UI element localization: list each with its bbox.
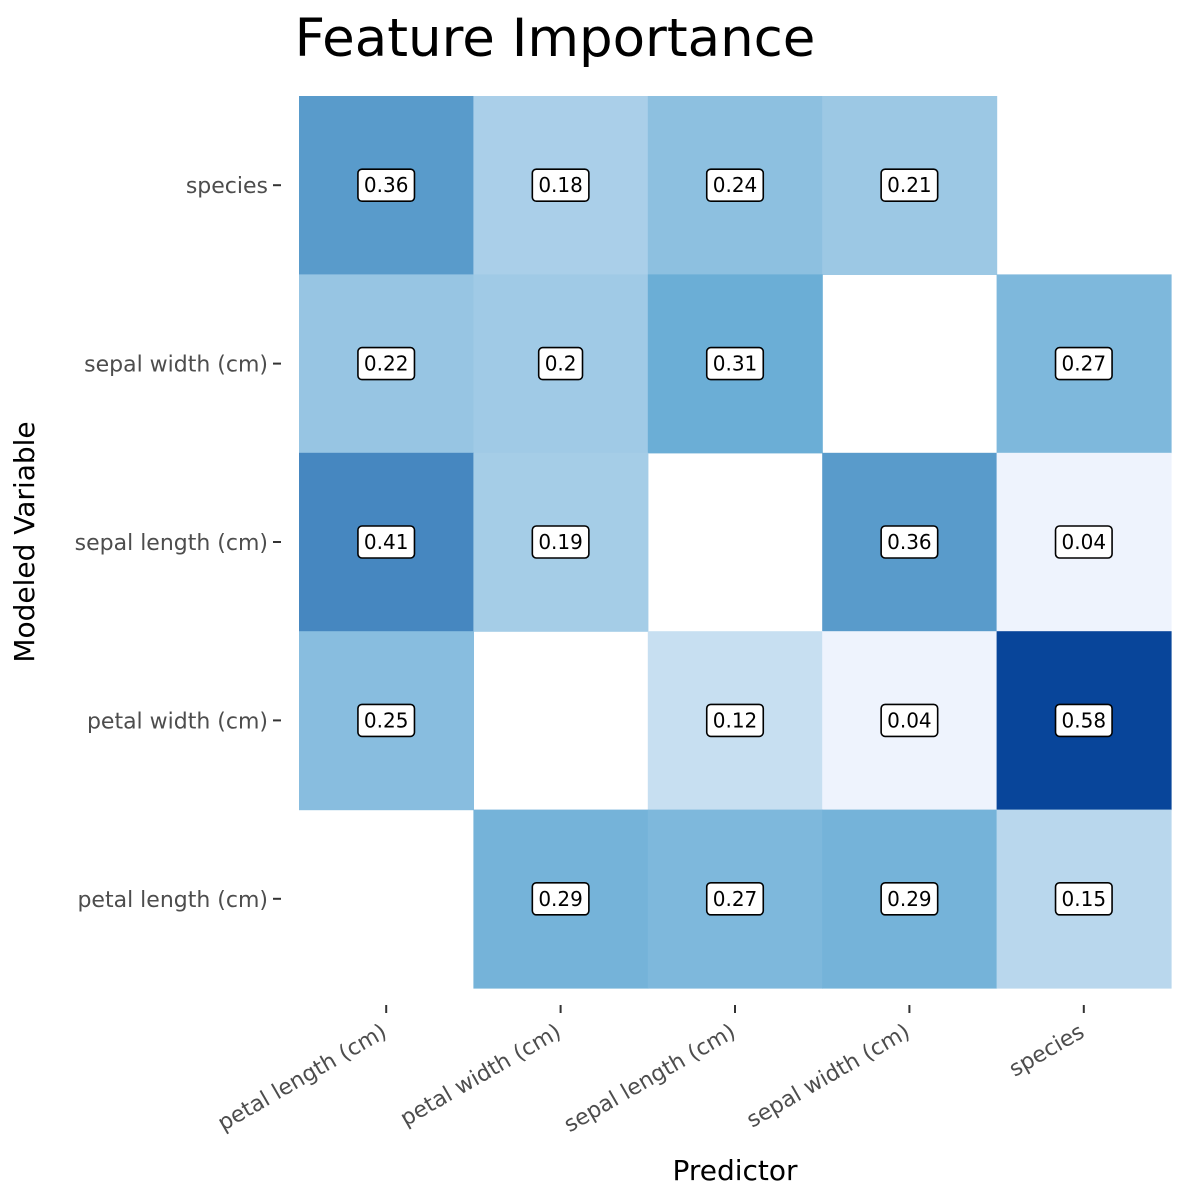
- cell-value-box: [705, 346, 765, 381]
- cell-value-box: [357, 168, 416, 202]
- cell-value-box: [531, 881, 590, 916]
- cell-value-box: [357, 703, 416, 738]
- cell-value-box: [531, 525, 590, 559]
- y-axis: species sepal width (cm) sepal length (cm)…: [75, 174, 281, 913]
- cell-value-box: [705, 168, 765, 202]
- cell-value-label: 0.21: [880, 168, 939, 202]
- cell-value-label: 0.36: [880, 525, 939, 559]
- cell-value-box: [531, 168, 590, 202]
- cell-value-label: 0.24: [705, 168, 765, 202]
- cell-value-box: [537, 346, 584, 381]
- cell-value-label: 0.18: [531, 168, 590, 202]
- x-tick-label: species: [1005, 1020, 1089, 1083]
- cell-value-box: [705, 881, 765, 916]
- cell-value-label: 0.29: [531, 881, 590, 916]
- cell-value-label: 0.04: [1054, 525, 1113, 559]
- x-axis-title: Predictor: [672, 1154, 798, 1187]
- cell-value-label: 0.22: [357, 346, 416, 381]
- cell-value-text: 0.31: [713, 352, 758, 376]
- y-axis-title: Modeled Variable: [8, 421, 41, 662]
- cell-value-text: 0.18: [538, 173, 583, 197]
- cell-value-text: 0.19: [538, 530, 583, 554]
- cell-value-label: 0.41: [357, 525, 416, 559]
- cell-value-text: 0.25: [364, 708, 409, 732]
- cell-value-text: 0.22: [364, 352, 409, 376]
- cell-value-text: 0.24: [713, 173, 758, 197]
- cell-value-text: 0.2: [545, 352, 577, 376]
- y-tick-label: petal length (cm): [77, 888, 268, 913]
- cell-value-text: 0.27: [713, 887, 758, 911]
- y-tick-label: sepal width (cm): [84, 353, 268, 378]
- cell-value-box: [1054, 881, 1113, 916]
- cell-value-box: [880, 703, 939, 738]
- cell-value-label: 0.15: [1054, 881, 1113, 916]
- cell-value-box: [357, 346, 416, 381]
- cell-value-text: 0.29: [538, 887, 583, 911]
- cell-value-text: 0.04: [887, 708, 932, 732]
- cell-value-text: 0.36: [364, 173, 409, 197]
- cell-value-text: 0.29: [887, 887, 932, 911]
- cell-value-box: [1054, 525, 1113, 559]
- cell-value-label: 0.58: [1054, 703, 1113, 738]
- cell-value-label: 0.04: [880, 703, 939, 738]
- cell-value-text: 0.36: [887, 530, 932, 554]
- cell-value-label: 0.27: [1054, 346, 1113, 381]
- cell-value-text: 0.58: [1062, 708, 1107, 732]
- cell-value-box: [880, 881, 939, 916]
- cell-value-text: 0.27: [1062, 352, 1107, 376]
- cell-value-text: 0.15: [1062, 887, 1107, 911]
- cell-value-label: 0.19: [531, 525, 590, 559]
- cell-value-label: 0.27: [705, 881, 765, 916]
- cell-value-text: 0.04: [1062, 530, 1107, 554]
- cell-value-box: [1054, 703, 1113, 738]
- cell-value-text: 0.41: [364, 530, 409, 554]
- y-tick-label: sepal length (cm): [75, 531, 268, 556]
- cell-value-box: [357, 525, 416, 559]
- cell-value-text: 0.12: [713, 708, 758, 732]
- cell-value-box: [1054, 346, 1113, 381]
- cell-value-text: 0.21: [887, 173, 932, 197]
- x-tick-label: petal length (cm): [214, 1020, 392, 1137]
- y-tick-label: species: [186, 174, 268, 199]
- heatmap-cells: [299, 96, 1172, 989]
- x-axis: petal length (cm) petal width (cm)sepal l…: [214, 1005, 1089, 1138]
- chart-title: Feature Importance: [295, 8, 816, 69]
- cell-value-label: 0.2: [537, 346, 584, 381]
- cell-value-label: 0.12: [705, 703, 765, 738]
- y-tick-label: petal width (cm): [87, 709, 268, 734]
- x-tick-label: petal width (cm): [396, 1020, 565, 1132]
- cell-value-box: [880, 525, 939, 559]
- cell-value-label: 0.36: [357, 168, 416, 202]
- cell-value-box: [880, 168, 939, 202]
- cell-value-labels: 0.36 0.18 0.24 0.21 0.22 0.2 0.31 0.27 0.41 0.19 0…: [357, 168, 1113, 916]
- x-tick-label: sepal width (cm): [743, 1020, 915, 1134]
- cell-value-box: [705, 703, 765, 738]
- cell-value-label: 0.31: [705, 346, 765, 381]
- cell-value-label: 0.29: [880, 881, 939, 916]
- cell-value-label: 0.25: [357, 703, 416, 738]
- x-tick-label: sepal length (cm): [560, 1020, 740, 1138]
